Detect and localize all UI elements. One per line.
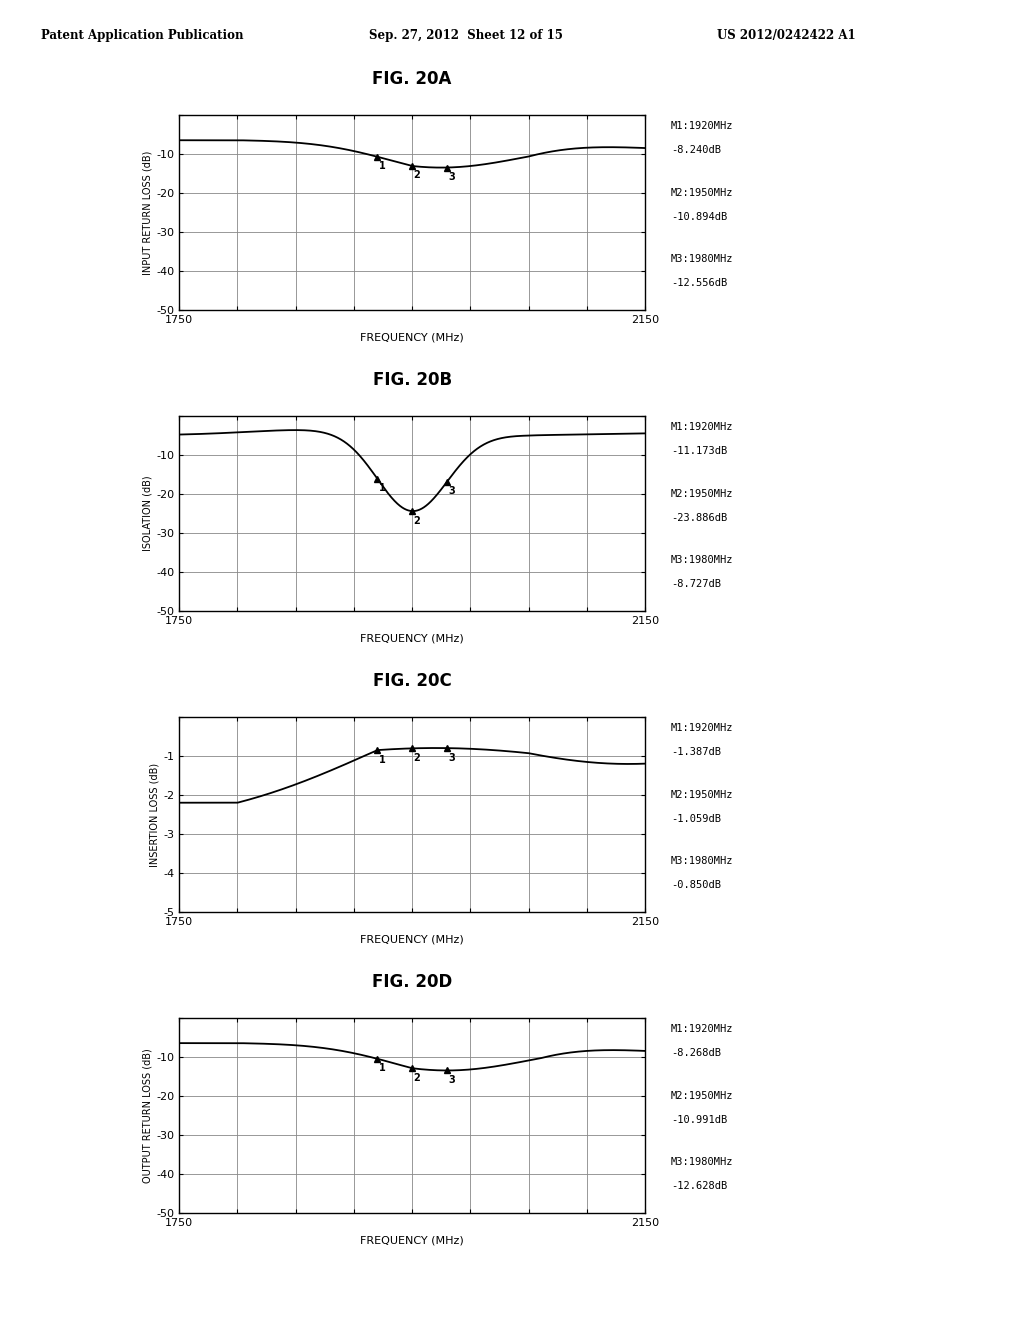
Text: FREQUENCY (MHz): FREQUENCY (MHz) (360, 333, 464, 343)
Text: M3:1980MHz: M3:1980MHz (671, 255, 733, 264)
Text: 3: 3 (449, 486, 456, 496)
Text: M2:1950MHz: M2:1950MHz (671, 789, 733, 800)
Text: M3:1980MHz: M3:1980MHz (671, 1158, 733, 1167)
Text: FREQUENCY (MHz): FREQUENCY (MHz) (360, 1236, 464, 1246)
Text: 2: 2 (414, 752, 420, 763)
Text: -12.556dB: -12.556dB (671, 279, 727, 288)
Text: -1.059dB: -1.059dB (671, 813, 721, 824)
Text: Patent Application Publication: Patent Application Publication (41, 29, 244, 42)
Text: 2: 2 (414, 170, 420, 181)
Text: -8.727dB: -8.727dB (671, 579, 721, 589)
Text: M3:1980MHz: M3:1980MHz (671, 556, 733, 565)
Text: FREQUENCY (MHz): FREQUENCY (MHz) (360, 935, 464, 945)
Text: -23.886dB: -23.886dB (671, 512, 727, 523)
Text: M2:1950MHz: M2:1950MHz (671, 187, 733, 198)
Text: 1: 1 (379, 1064, 385, 1073)
Text: -10.894dB: -10.894dB (671, 211, 727, 222)
Text: FREQUENCY (MHz): FREQUENCY (MHz) (360, 634, 464, 644)
Y-axis label: ISOLATION (dB): ISOLATION (dB) (142, 475, 152, 552)
Y-axis label: INSERTION LOSS (dB): INSERTION LOSS (dB) (150, 763, 159, 866)
Text: -10.991dB: -10.991dB (671, 1114, 727, 1125)
Y-axis label: OUTPUT RETURN LOSS (dB): OUTPUT RETURN LOSS (dB) (142, 1048, 152, 1183)
Text: 3: 3 (449, 752, 456, 763)
Text: -1.387dB: -1.387dB (671, 747, 721, 758)
Text: M3:1980MHz: M3:1980MHz (671, 857, 733, 866)
Text: US 2012/0242422 A1: US 2012/0242422 A1 (717, 29, 855, 42)
Text: FIG. 20C: FIG. 20C (373, 672, 452, 690)
Text: M2:1950MHz: M2:1950MHz (671, 488, 733, 499)
Text: 3: 3 (449, 172, 456, 182)
Text: Sep. 27, 2012  Sheet 12 of 15: Sep. 27, 2012 Sheet 12 of 15 (369, 29, 562, 42)
Text: 3: 3 (449, 1074, 456, 1085)
Text: -0.850dB: -0.850dB (671, 880, 721, 890)
Text: -8.268dB: -8.268dB (671, 1048, 721, 1059)
Y-axis label: INPUT RETURN LOSS (dB): INPUT RETURN LOSS (dB) (142, 150, 152, 275)
Text: M1:1920MHz: M1:1920MHz (671, 121, 733, 132)
Text: FIG. 20A: FIG. 20A (373, 70, 452, 88)
Text: FIG. 20B: FIG. 20B (373, 371, 452, 389)
Text: 1: 1 (379, 161, 385, 172)
Text: M2:1950MHz: M2:1950MHz (671, 1090, 733, 1101)
Text: -11.173dB: -11.173dB (671, 446, 727, 457)
Text: FIG. 20D: FIG. 20D (372, 973, 453, 991)
Text: -8.240dB: -8.240dB (671, 145, 721, 156)
Text: M1:1920MHz: M1:1920MHz (671, 1024, 733, 1035)
Text: M1:1920MHz: M1:1920MHz (671, 422, 733, 433)
Text: 2: 2 (414, 1073, 420, 1082)
Text: 1: 1 (379, 483, 385, 494)
Text: -12.628dB: -12.628dB (671, 1181, 727, 1191)
Text: 2: 2 (414, 516, 420, 525)
Text: M1:1920MHz: M1:1920MHz (671, 723, 733, 734)
Text: 1: 1 (379, 755, 385, 764)
